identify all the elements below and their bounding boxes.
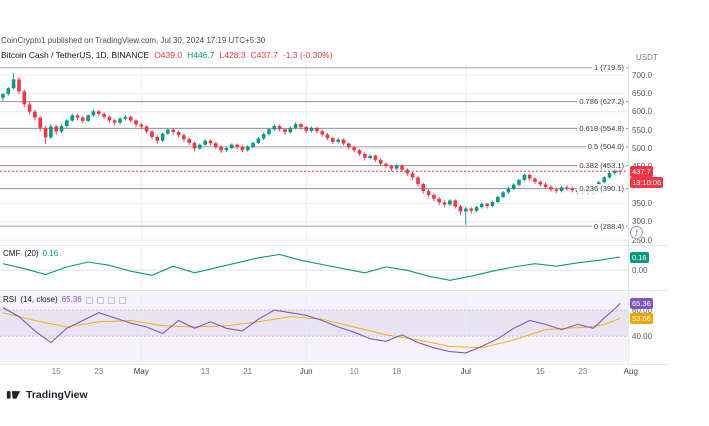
ohlc-high: H446.7 — [187, 50, 215, 60]
time-axis-label: 23 — [94, 367, 104, 376]
brand-text: TradingView — [26, 388, 88, 401]
price-tick-label: 700.0 — [632, 70, 653, 80]
rsi-chart[interactable] — [0, 292, 628, 362]
time-axis-label: 10 — [349, 367, 359, 376]
fib-level-label: 0.618 (554.8) — [577, 123, 626, 133]
panel-separator[interactable] — [0, 245, 668, 246]
cmf-zero-tick: 0.00 — [632, 265, 648, 275]
last-price-badge: 437.7 — [630, 165, 653, 177]
rsi-value: 65.36 — [61, 295, 82, 304]
cmf-value: 0.16 — [42, 249, 59, 258]
symbol-info-row: Bitcoin Cash / TetherUS, 1D, BINANCE O43… — [1, 50, 333, 60]
time-axis-label: May — [133, 367, 149, 376]
time-axis-label: 15 — [51, 367, 61, 376]
candle-countdown-badge: 13:10:06 — [630, 176, 664, 188]
cmf-chart[interactable] — [0, 247, 628, 287]
rsi-params: (14, close) — [20, 295, 58, 304]
rsi-value-badge: 65.36 — [630, 298, 653, 310]
quote-currency-label: USDT — [636, 53, 658, 62]
price-tick-label: 350.0 — [632, 198, 653, 208]
price-tick-label: 500.0 — [632, 143, 653, 153]
price-tick-label: 600.0 — [632, 107, 653, 117]
visibility-icon[interactable] — [85, 296, 93, 304]
fib-level-label: 0.5 (504.0) — [585, 142, 626, 152]
time-axis-separator — [0, 364, 668, 365]
cmf-value-badge: 0.16 — [630, 252, 649, 263]
price-tick-label: 250.0 — [632, 235, 653, 245]
ohlc-open: O439.0 — [154, 50, 183, 60]
settings-icon[interactable] — [96, 296, 104, 304]
time-axis-label: Jun — [299, 367, 313, 376]
main-price-chart[interactable] — [0, 64, 628, 242]
fib-level-label: 0.236 (390.1) — [577, 184, 626, 194]
rsi-ma-badge: 53.66 — [630, 313, 653, 325]
more-options-icon[interactable] — [107, 296, 115, 304]
fib-level-label: 0.786 (627.2) — [577, 97, 626, 107]
rsi-indicator-label[interactable]: RSI (14, close) 65.36 — [3, 295, 126, 305]
time-axis[interactable]: 15 23 May 13 21 Jun 10 18 Jul 15 23 Aug — [0, 367, 680, 379]
time-axis-label: Jul — [460, 367, 471, 376]
time-axis-label: Aug — [623, 367, 638, 376]
ohlc-close: C437.7 — [250, 50, 278, 60]
fibonacci-tool-icon[interactable]: f — [630, 226, 643, 239]
price-change: -1.3 (-0.30%) — [282, 50, 333, 60]
time-axis-label: 15 — [535, 367, 545, 376]
panel-separator[interactable] — [0, 290, 668, 291]
time-axis-label: 13 — [200, 367, 210, 376]
footer-brand[interactable]: TradingView — [6, 387, 88, 402]
fib-level-label: 1 (719.5) — [591, 63, 626, 73]
cmf-name: CMF — [3, 249, 21, 258]
time-axis-label: 18 — [392, 367, 402, 376]
price-tick-label: 550.0 — [632, 125, 653, 135]
price-tick-label: 650.0 — [632, 88, 653, 98]
price-tick-label: 300.0 — [632, 217, 653, 227]
close-icon[interactable] — [118, 296, 126, 304]
fib-level-label: 0 (288.4) — [591, 221, 626, 231]
time-axis-label: 23 — [578, 367, 588, 376]
rsi-name: RSI — [3, 295, 17, 304]
rsi-upper-band-tick: 60.00 — [632, 305, 653, 315]
time-axis-label: 21 — [243, 367, 253, 376]
symbol-title[interactable]: Bitcoin Cash / TetherUS, 1D, BINANCE — [1, 50, 150, 60]
attribution-text: CoinCrypto1 published on TradingView.com… — [1, 36, 266, 45]
ohlc-low: L428.3 — [219, 50, 246, 60]
fib-level-label: 0.382 (453.1) — [577, 161, 626, 171]
cmf-indicator-label[interactable]: CMF (20) 0.16 — [3, 249, 58, 259]
tradingview-logo-icon — [6, 391, 21, 399]
cmf-params: (20) — [24, 249, 39, 258]
rsi-lower-band-tick: 40.00 — [632, 331, 653, 341]
price-scale-separator[interactable] — [628, 64, 629, 364]
